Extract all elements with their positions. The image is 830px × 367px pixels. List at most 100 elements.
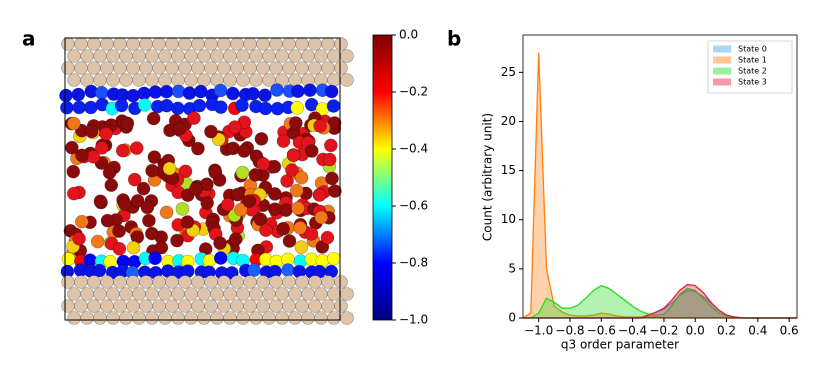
atom — [235, 165, 250, 180]
atom — [106, 287, 120, 301]
atom — [334, 299, 348, 313]
atom — [61, 252, 76, 266]
atom — [313, 119, 327, 133]
atom — [99, 127, 113, 141]
atom — [74, 37, 88, 51]
atom — [178, 299, 192, 313]
atom — [178, 61, 192, 75]
atom — [197, 311, 211, 325]
atom — [100, 275, 114, 289]
atom — [178, 164, 193, 179]
atom — [171, 287, 185, 301]
atom — [282, 61, 296, 75]
atom — [269, 275, 283, 289]
atom — [324, 138, 338, 153]
atom — [210, 287, 224, 301]
atom — [165, 61, 179, 75]
atom — [291, 201, 305, 216]
y-tick-label: 5 — [508, 261, 516, 275]
y-tick-label: 25 — [501, 65, 516, 79]
atom — [314, 311, 328, 325]
atom — [308, 61, 322, 75]
atom — [285, 163, 299, 177]
atom — [249, 73, 263, 87]
atom — [256, 37, 270, 51]
atom — [182, 86, 197, 100]
atom — [314, 287, 328, 301]
atom — [254, 132, 269, 146]
x-tick-label: 0.4 — [748, 324, 767, 338]
atom — [152, 299, 166, 313]
atom — [159, 84, 174, 99]
atom — [80, 73, 94, 87]
atom — [249, 311, 263, 325]
atom — [187, 111, 201, 125]
atom — [326, 251, 341, 266]
legend-swatch — [713, 78, 731, 86]
legend-swatch — [713, 67, 731, 75]
atom — [192, 98, 207, 113]
atom — [295, 299, 309, 313]
atom — [327, 311, 341, 325]
colorbar-tick-label: −0.8 — [399, 256, 428, 270]
atom — [308, 37, 322, 51]
atom — [228, 120, 242, 134]
atom — [184, 49, 198, 63]
atom — [248, 168, 263, 182]
atom — [113, 299, 127, 313]
atom — [154, 240, 169, 255]
atom — [276, 221, 290, 236]
x-tick-label: −1.0 — [524, 324, 553, 338]
atom — [71, 87, 86, 102]
atom — [113, 37, 127, 51]
atom — [294, 240, 309, 254]
atom — [126, 275, 140, 289]
atom — [165, 275, 179, 289]
atom — [340, 49, 354, 63]
y-tick-label: 10 — [501, 212, 516, 226]
atom — [208, 165, 223, 180]
atom — [75, 214, 89, 229]
atom — [295, 37, 309, 51]
area-fill — [523, 285, 797, 318]
atom — [147, 150, 162, 164]
atom — [290, 101, 305, 115]
atom — [236, 287, 250, 301]
y-tick-label: 20 — [501, 114, 516, 128]
atom — [113, 275, 127, 289]
atom — [230, 37, 244, 51]
atom — [152, 37, 166, 51]
atom — [236, 311, 250, 325]
atom — [210, 311, 224, 325]
atom — [276, 134, 291, 148]
atom — [100, 61, 114, 75]
atom — [80, 311, 94, 325]
atom — [74, 275, 88, 289]
atom — [80, 287, 94, 301]
atom — [112, 224, 126, 238]
atom — [226, 86, 240, 101]
x-axis-label: q3 order parameter — [561, 338, 679, 352]
atom — [145, 49, 159, 63]
y-axis-label: Count (arbitrary unit) — [481, 113, 495, 241]
atom — [280, 174, 294, 188]
atom — [213, 83, 228, 98]
atom — [327, 287, 341, 301]
atom — [223, 287, 237, 301]
panel-label: a — [22, 27, 36, 51]
atom — [158, 73, 172, 87]
atom — [217, 299, 231, 313]
atom — [334, 275, 348, 289]
atom — [282, 275, 296, 289]
atom — [194, 84, 208, 99]
atom — [243, 275, 257, 289]
atom — [106, 49, 120, 63]
atom — [171, 101, 185, 116]
atom — [172, 121, 187, 136]
atom — [301, 311, 315, 325]
atom — [126, 299, 140, 313]
atom — [80, 49, 94, 63]
atom — [130, 194, 145, 208]
atom — [129, 141, 144, 155]
